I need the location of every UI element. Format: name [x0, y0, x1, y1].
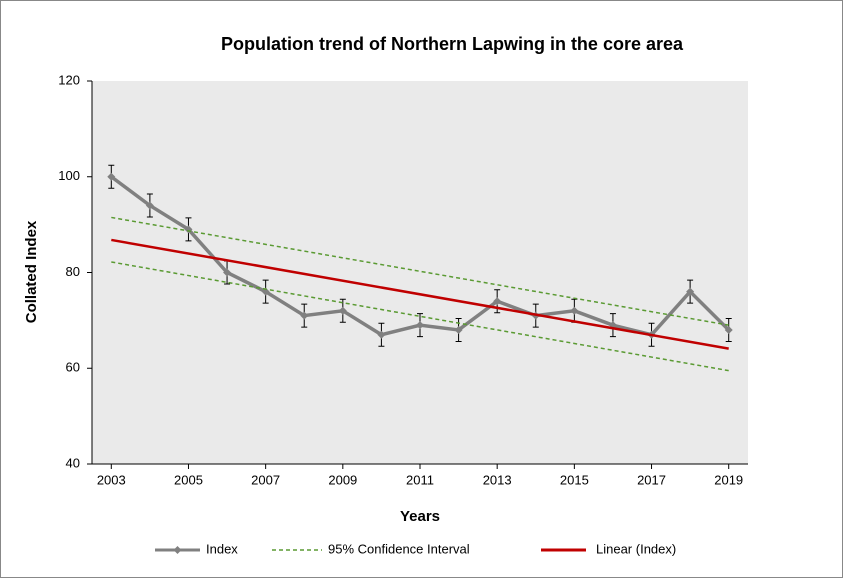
marker [724, 325, 733, 334]
marker [223, 268, 232, 277]
x-axis-label: Years [400, 508, 440, 525]
legend-marker [173, 546, 182, 554]
y-tick-label: 120 [58, 72, 80, 87]
y-tick-label: 80 [66, 264, 80, 279]
marker [338, 306, 347, 315]
x-tick-label: 2011 [406, 472, 434, 487]
y-tick-label: 100 [58, 168, 80, 183]
marker [300, 311, 309, 320]
marker [570, 306, 579, 315]
legend-label: Index [206, 541, 238, 556]
y-tick-label: 60 [66, 360, 80, 375]
x-tick-label: 2009 [328, 472, 357, 487]
marker [107, 172, 116, 181]
y-axis-label: Collated Index [23, 220, 40, 323]
y-tick-label: 40 [66, 455, 80, 470]
x-tick-label: 2015 [560, 472, 589, 487]
legend-label: Linear (Index) [596, 541, 676, 556]
marker [145, 201, 154, 210]
x-tick-label: 2013 [483, 472, 512, 487]
marker [686, 287, 695, 296]
x-tick-label: 2019 [714, 472, 743, 487]
x-tick-label: 2003 [97, 472, 126, 487]
chart-title: Population trend of Northern Lapwing in … [221, 34, 684, 54]
x-tick-label: 2017 [637, 472, 666, 487]
legend-label: 95% Confidence Interval [328, 541, 470, 556]
marker [493, 297, 502, 306]
x-tick-label: 2007 [251, 472, 280, 487]
plot-area [92, 81, 748, 464]
line [111, 238, 729, 350]
marker [261, 287, 270, 296]
marker [377, 330, 386, 339]
marker [416, 321, 424, 330]
x-tick-label: 2005 [174, 472, 203, 487]
marker [454, 325, 463, 334]
